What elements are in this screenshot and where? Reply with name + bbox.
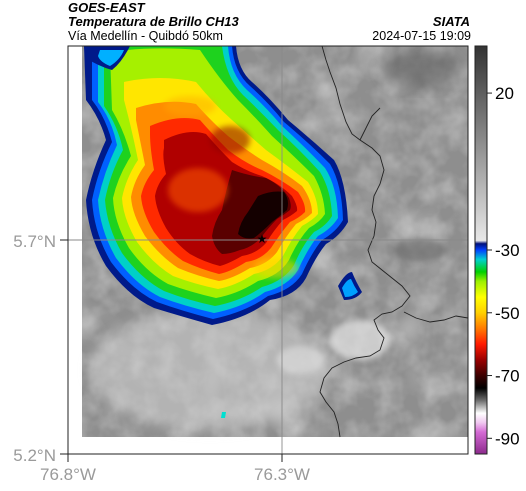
timestamp-label: 2024-07-15 19:09 [372, 29, 471, 43]
lon-tick-76.3: 76.3°W [254, 465, 310, 484]
lat-tick-5.7: 5.7°N [13, 232, 56, 251]
colorbar-tick-label: -90 [495, 429, 520, 448]
colorbar-ticks: 20 -30 -50 -70 -90 [487, 84, 520, 448]
colorbar-tick-label: -70 [495, 367, 520, 386]
product-title: Temperatura de Brillo CH13 [68, 14, 239, 29]
lat-axis: 5.7°N 5.2°N [13, 232, 68, 465]
department-border [319, 46, 411, 438]
colorbar-tick-label: -50 [495, 304, 520, 323]
colorbar-tick-label: -30 [495, 241, 520, 260]
map-frame [67, 45, 469, 455]
lon-axis: 76.8°W 76.3°W [40, 454, 310, 484]
satellite-name: GOES-EAST [68, 0, 145, 15]
lat-tick-5.2: 5.2°N [13, 446, 56, 465]
city-marker-star: ★ [257, 232, 268, 246]
route-subtitle: Vía Medellín - Quibdó 50km [68, 29, 223, 43]
department-border-2 [403, 311, 468, 323]
map-layer: ★ [68, 46, 468, 454]
colorbar-bar [474, 45, 488, 455]
lon-tick-76.8: 76.8°W [40, 465, 96, 484]
colorbar: 20 -30 -50 -70 -90 [474, 45, 520, 455]
organization-label: SIATA [432, 14, 470, 29]
storm-core-black [238, 191, 288, 239]
small-cell [221, 272, 362, 418]
colorbar-tick-label: 20 [495, 84, 514, 103]
